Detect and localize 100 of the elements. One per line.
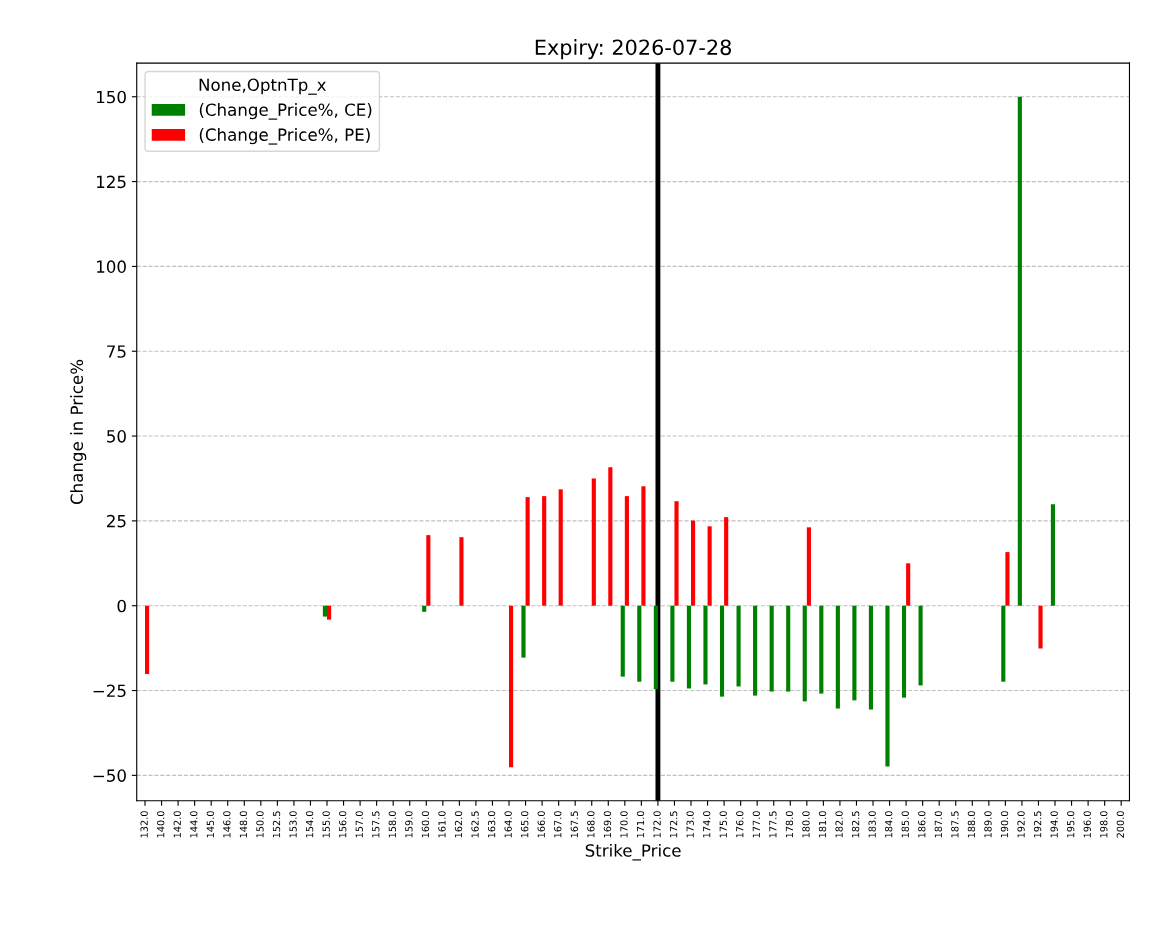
x-tick-label: 161.0 bbox=[438, 811, 446, 838]
x-tick-label: 173.0 bbox=[686, 811, 694, 838]
x-tick-label: 177.5 bbox=[769, 811, 777, 838]
x-tick-label: 145.0 bbox=[206, 811, 215, 838]
bar bbox=[1050, 504, 1056, 606]
bar bbox=[521, 605, 526, 658]
bar bbox=[806, 527, 811, 606]
x-tick-label: 175.0 bbox=[719, 811, 727, 838]
x-tick-label: 182.0 bbox=[835, 811, 843, 838]
x-tick-label: 187.5 bbox=[951, 811, 959, 838]
bar bbox=[686, 605, 692, 689]
x-tick-label: 132.0 bbox=[140, 811, 148, 838]
bar bbox=[591, 478, 596, 606]
bar bbox=[624, 496, 629, 606]
legend-label: (Change_Price%, PE) bbox=[199, 128, 370, 145]
x-tick-label: 148.0 bbox=[239, 811, 248, 838]
x-tick-label: 156.0 bbox=[339, 811, 347, 838]
x-tick-label: 162.0 bbox=[454, 811, 463, 838]
x-tick-label: 167.0 bbox=[554, 811, 562, 838]
x-tick-label: 192.5 bbox=[1033, 811, 1042, 838]
y-tick-label: −50 bbox=[93, 769, 126, 782]
x-tick-label: 167.5 bbox=[570, 811, 579, 838]
bar bbox=[835, 605, 840, 709]
x-tick-label: 146.0 bbox=[223, 811, 231, 838]
x-tick-label: 159.0 bbox=[405, 811, 413, 838]
bar bbox=[509, 605, 514, 768]
x-tick-label: 160.0 bbox=[421, 811, 430, 838]
x-tick-label: 157.0 bbox=[355, 811, 363, 838]
x-tick-label: 177.0 bbox=[752, 811, 761, 838]
x-tick-label: 184.0 bbox=[885, 811, 893, 838]
x-tick-label: 198.0 bbox=[1100, 811, 1108, 838]
x-axis-title: Strike_Price bbox=[585, 843, 681, 861]
x-tick-label: 196.0 bbox=[1083, 811, 1091, 838]
x-tick-label: 153.0 bbox=[289, 811, 297, 838]
x-tick-label: 142.0 bbox=[173, 811, 181, 838]
x-tick-label: 194.0 bbox=[1050, 811, 1058, 838]
bar bbox=[322, 605, 328, 617]
x-tick-label: 183.0 bbox=[868, 811, 876, 838]
x-tick-label: 185.0 bbox=[901, 811, 909, 838]
x-tick-label: 187.0 bbox=[934, 811, 943, 838]
bar bbox=[786, 605, 791, 692]
bar bbox=[901, 605, 907, 698]
x-tick-label: 172.5 bbox=[669, 811, 678, 838]
x-tick-label: 195.0 bbox=[1067, 811, 1075, 838]
y-tick-label: −25 bbox=[93, 684, 126, 698]
x-tick-label: 189.0 bbox=[984, 811, 992, 838]
bar bbox=[637, 605, 642, 682]
x-tick-label: 176.0 bbox=[736, 811, 744, 838]
legend-label: (Change_Price%, CE) bbox=[199, 103, 372, 120]
y-tick-label: 0 bbox=[117, 599, 126, 613]
x-tick-label: 174.0 bbox=[703, 811, 711, 838]
x-tick-label: 165.0 bbox=[521, 811, 529, 838]
x-tick-label: 144.0 bbox=[190, 811, 198, 838]
x-tick-label: 152.5 bbox=[272, 811, 281, 838]
x-tick-label: 154.0 bbox=[305, 811, 314, 838]
bar bbox=[885, 605, 890, 767]
x-tick-label: 188.0 bbox=[967, 811, 976, 838]
y-tick-label: 100 bbox=[97, 260, 126, 273]
bar bbox=[906, 563, 911, 606]
x-tick-label: 182.5 bbox=[851, 811, 860, 838]
bar bbox=[327, 605, 332, 620]
bar bbox=[620, 605, 625, 677]
bar bbox=[525, 497, 530, 606]
x-tick-label: 181.0 bbox=[818, 811, 827, 838]
x-tick-label: 169.0 bbox=[603, 811, 612, 838]
x-tick-label: 150.0 bbox=[256, 811, 264, 838]
x-tick-label: 186.0 bbox=[918, 811, 926, 838]
legend-title: None,OptnTp_x bbox=[199, 78, 326, 95]
bar bbox=[703, 605, 708, 685]
x-tick-label: 166.0 bbox=[537, 811, 545, 838]
bar bbox=[145, 605, 150, 674]
y-tick-label: 150 bbox=[97, 90, 126, 104]
x-tick-label: 180.0 bbox=[802, 811, 810, 838]
x-tick-label: 200.0 bbox=[1116, 811, 1125, 838]
y-tick-label: 50 bbox=[107, 430, 126, 443]
bar bbox=[641, 486, 646, 606]
y-tick-label: 125 bbox=[97, 175, 126, 189]
x-tick-label: 171.0 bbox=[636, 811, 645, 838]
bar bbox=[852, 605, 857, 701]
bar bbox=[674, 501, 679, 606]
x-tick-label: 190.0 bbox=[1000, 811, 1009, 838]
bar bbox=[691, 520, 696, 606]
bar bbox=[819, 605, 824, 694]
x-tick-label: 140.0 bbox=[157, 811, 165, 838]
x-tick-label: 170.0 bbox=[620, 811, 628, 838]
bar bbox=[653, 605, 658, 690]
bar bbox=[670, 605, 675, 682]
x-tick-label: 162.5 bbox=[471, 811, 479, 838]
y-axis-title: Change in Price% bbox=[70, 359, 87, 505]
bar bbox=[542, 496, 547, 606]
bar bbox=[1005, 552, 1010, 606]
bar bbox=[558, 489, 563, 606]
bar bbox=[802, 605, 807, 702]
x-tick-label: 155.0 bbox=[322, 811, 330, 838]
x-tick-label: 157.5 bbox=[372, 811, 380, 838]
bar bbox=[918, 605, 923, 686]
x-tick-label: 192.0 bbox=[1017, 811, 1025, 838]
bar bbox=[707, 526, 712, 606]
y-tick-label: 25 bbox=[107, 514, 126, 528]
bar bbox=[868, 605, 874, 710]
